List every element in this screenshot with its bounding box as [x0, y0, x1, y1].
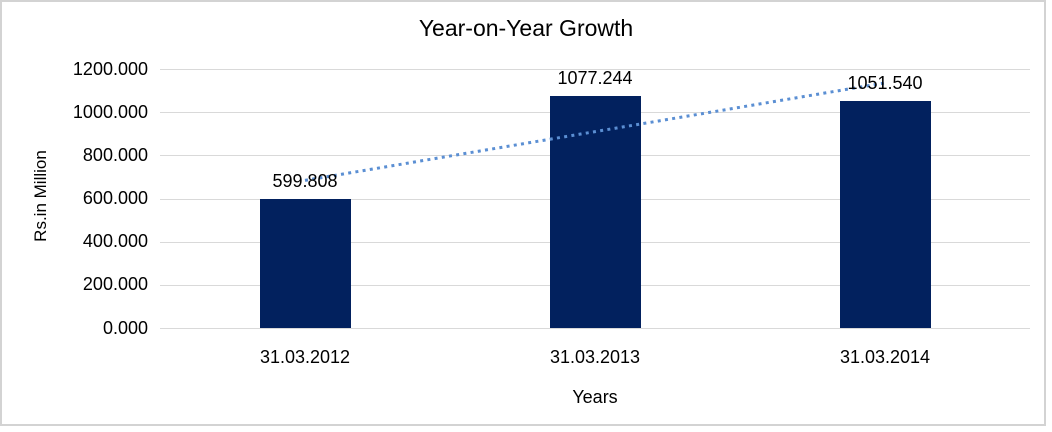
- bar-31.03.2013: [549, 95, 641, 328]
- x-axis-tick-label: 31.03.2014: [839, 347, 931, 367]
- data-label: 1077.244: [557, 67, 633, 88]
- x-axis-tick-label: 31.03.2013: [549, 347, 641, 367]
- data-label: 599.808: [272, 170, 338, 191]
- y-axis-tick-label: 400.000: [82, 231, 148, 252]
- y-axis-tick-label: 1000.000: [72, 101, 148, 122]
- x-axis-tick-label: 31.03.2012: [259, 347, 351, 367]
- bar-31.03.2012: [259, 198, 351, 328]
- chart-title: Year-on-Year Growth: [418, 15, 634, 41]
- y-axis-tick-label: 600.000: [82, 188, 148, 208]
- data-label: 1051.540: [847, 73, 923, 93]
- y-axis-tick-label: 200.000: [82, 274, 148, 295]
- gridline: [160, 69, 1030, 70]
- plot-area: [160, 69, 1030, 329]
- x-axis-title: Years: [572, 387, 618, 407]
- trendline: [304, 81, 886, 182]
- y-axis-tick-label: 0.000: [102, 317, 148, 338]
- bar-31.03.2014: [839, 101, 931, 328]
- gridline: [160, 328, 1030, 329]
- y-axis-tick-label: 1200.000: [72, 58, 148, 79]
- y-axis-tick-label: 800.000: [82, 144, 148, 165]
